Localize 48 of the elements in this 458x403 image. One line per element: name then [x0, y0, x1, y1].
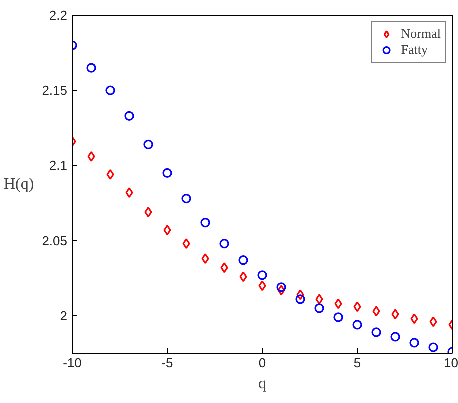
x-axis-title: q: [258, 376, 266, 392]
point: [354, 302, 362, 312]
point: [258, 280, 266, 292]
point: [162, 168, 172, 178]
point: [296, 294, 306, 304]
point: [124, 111, 134, 121]
point: [316, 294, 324, 305]
y-tick-label: 2.2: [49, 8, 68, 23]
point: [372, 328, 382, 338]
point: [334, 312, 344, 322]
point: [258, 270, 268, 280]
point: [430, 316, 438, 328]
point: [182, 194, 192, 204]
y-tick-label: 2.15: [42, 83, 68, 98]
point: [106, 86, 116, 96]
point: [390, 332, 400, 342]
x-tick-label: -10: [63, 356, 82, 370]
point: [144, 140, 154, 150]
x-tick-label: -5: [162, 356, 174, 370]
point: [352, 320, 362, 330]
point: [410, 338, 420, 348]
point: [296, 290, 304, 300]
point: [334, 298, 342, 310]
y-tick-label: 2: [60, 308, 68, 324]
point: [164, 225, 172, 236]
point: [220, 239, 230, 249]
y-tick-label: 2.1: [49, 158, 68, 174]
point: [428, 342, 438, 352]
point: [392, 309, 400, 320]
x-tick-label: 0: [258, 356, 266, 370]
x-tick-label: 10: [444, 356, 458, 370]
y-axis-title: H(q): [4, 176, 34, 193]
point: [182, 238, 190, 250]
legend-label: Normal: [401, 26, 441, 42]
point: [202, 254, 210, 264]
point: [314, 304, 324, 314]
point: [410, 314, 418, 324]
point: [240, 272, 248, 282]
point: [276, 282, 286, 292]
point: [372, 306, 380, 317]
x-tick-label: 5: [354, 356, 362, 370]
point: [220, 262, 228, 274]
point: [238, 256, 248, 266]
point: [278, 285, 286, 296]
legend-label: Fatty: [401, 42, 428, 58]
point: [86, 63, 96, 73]
y-tick-label: 2.05: [42, 233, 68, 248]
point: [200, 218, 210, 228]
